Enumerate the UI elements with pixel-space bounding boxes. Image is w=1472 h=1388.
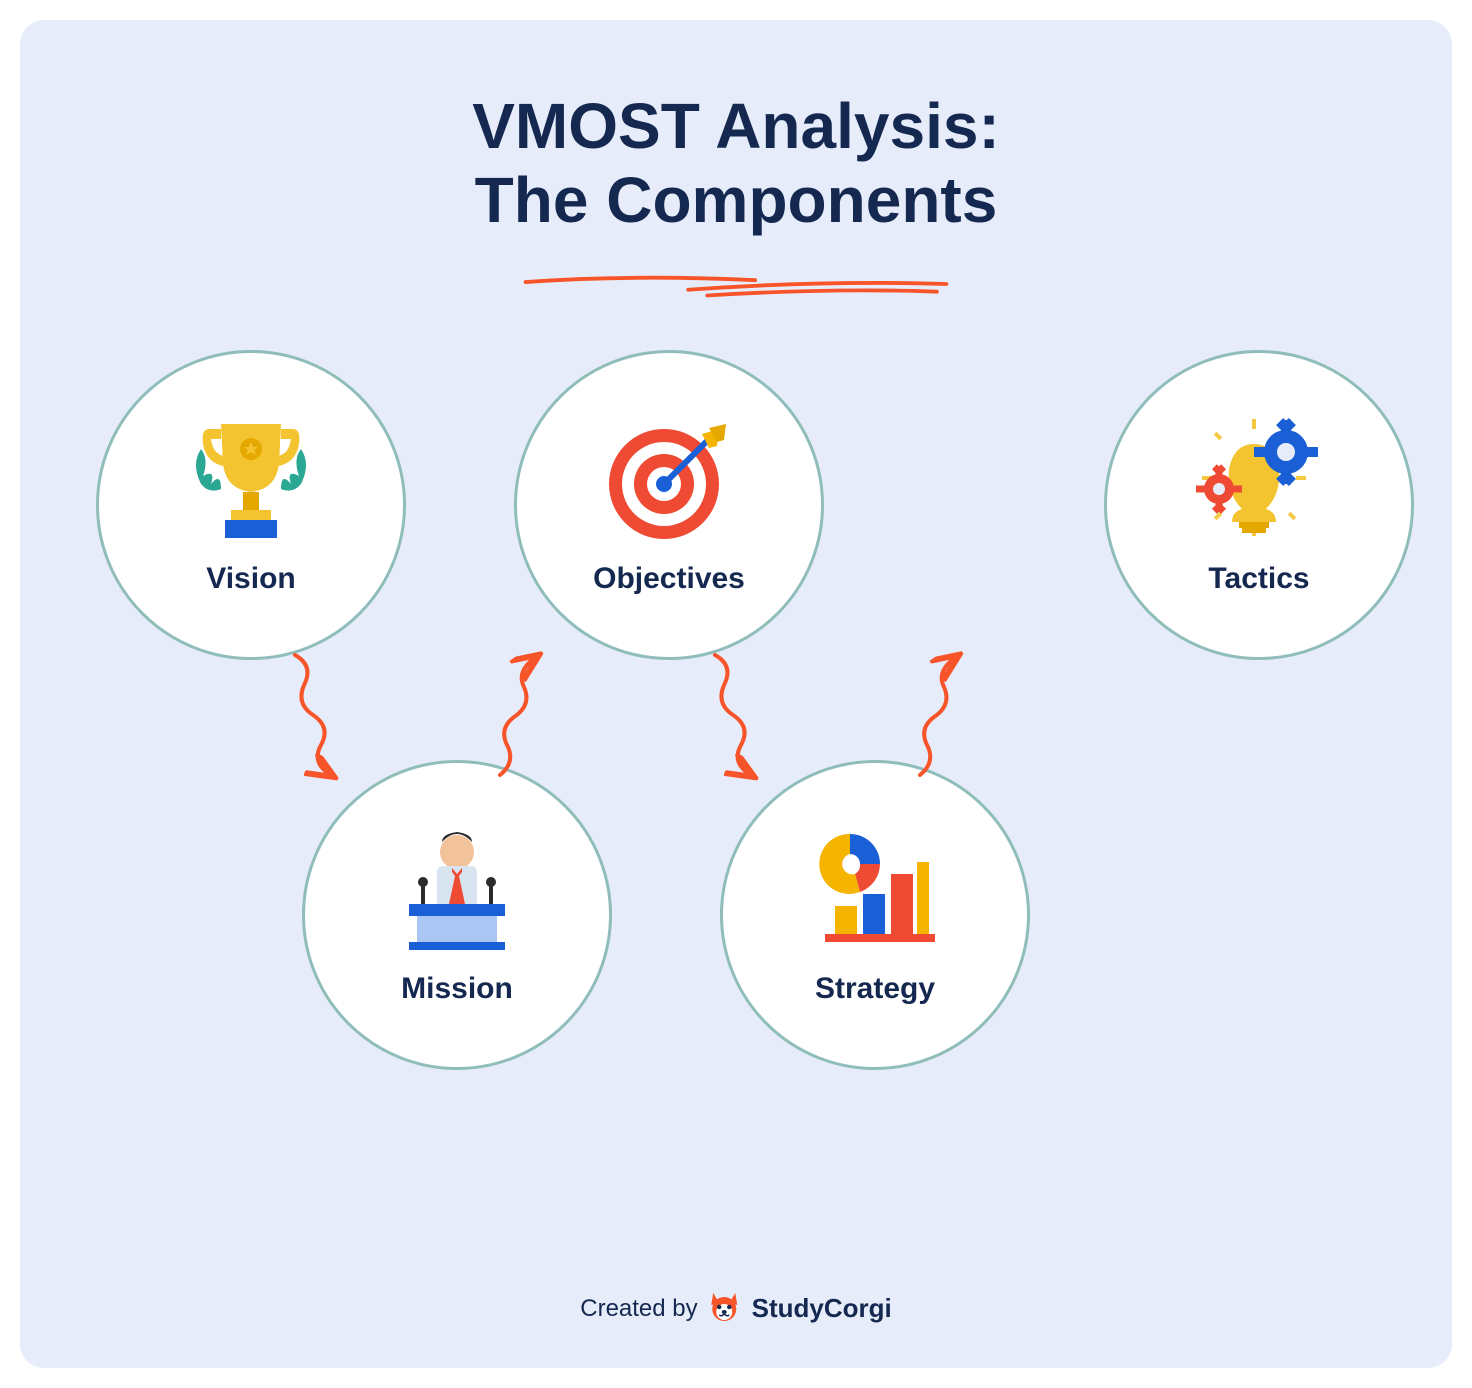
speaker-icon xyxy=(387,824,527,954)
node-mission-label: Mission xyxy=(401,972,513,1006)
gears-icon xyxy=(1184,414,1334,544)
trophy-icon xyxy=(181,414,321,544)
node-objectives: Objectives xyxy=(514,350,824,660)
title-line-2: The Components xyxy=(20,164,1452,238)
node-tactics-label: Tactics xyxy=(1208,562,1309,596)
corgi-logo-icon xyxy=(708,1289,742,1328)
title-underline xyxy=(516,270,956,298)
node-tactics: Tactics xyxy=(1104,350,1414,660)
footer-brand-text: StudyCorgi xyxy=(752,1293,892,1324)
node-strategy-label: Strategy xyxy=(815,972,935,1006)
target-icon xyxy=(599,414,739,544)
node-strategy: Strategy xyxy=(720,760,1030,1070)
chart-icon xyxy=(805,824,945,954)
footer-created-text: Created by xyxy=(580,1295,697,1323)
infographic-canvas: VMOST Analysis: The Components Vision xyxy=(20,20,1452,1368)
title-line-1: VMOST Analysis: xyxy=(20,90,1452,164)
node-vision: Vision xyxy=(96,350,406,660)
footer: Created by StudyCorgi xyxy=(580,1289,892,1328)
node-objectives-label: Objectives xyxy=(593,562,745,596)
title-block: VMOST Analysis: The Components xyxy=(20,90,1452,237)
node-vision-label: Vision xyxy=(206,562,295,596)
node-mission: Mission xyxy=(302,760,612,1070)
